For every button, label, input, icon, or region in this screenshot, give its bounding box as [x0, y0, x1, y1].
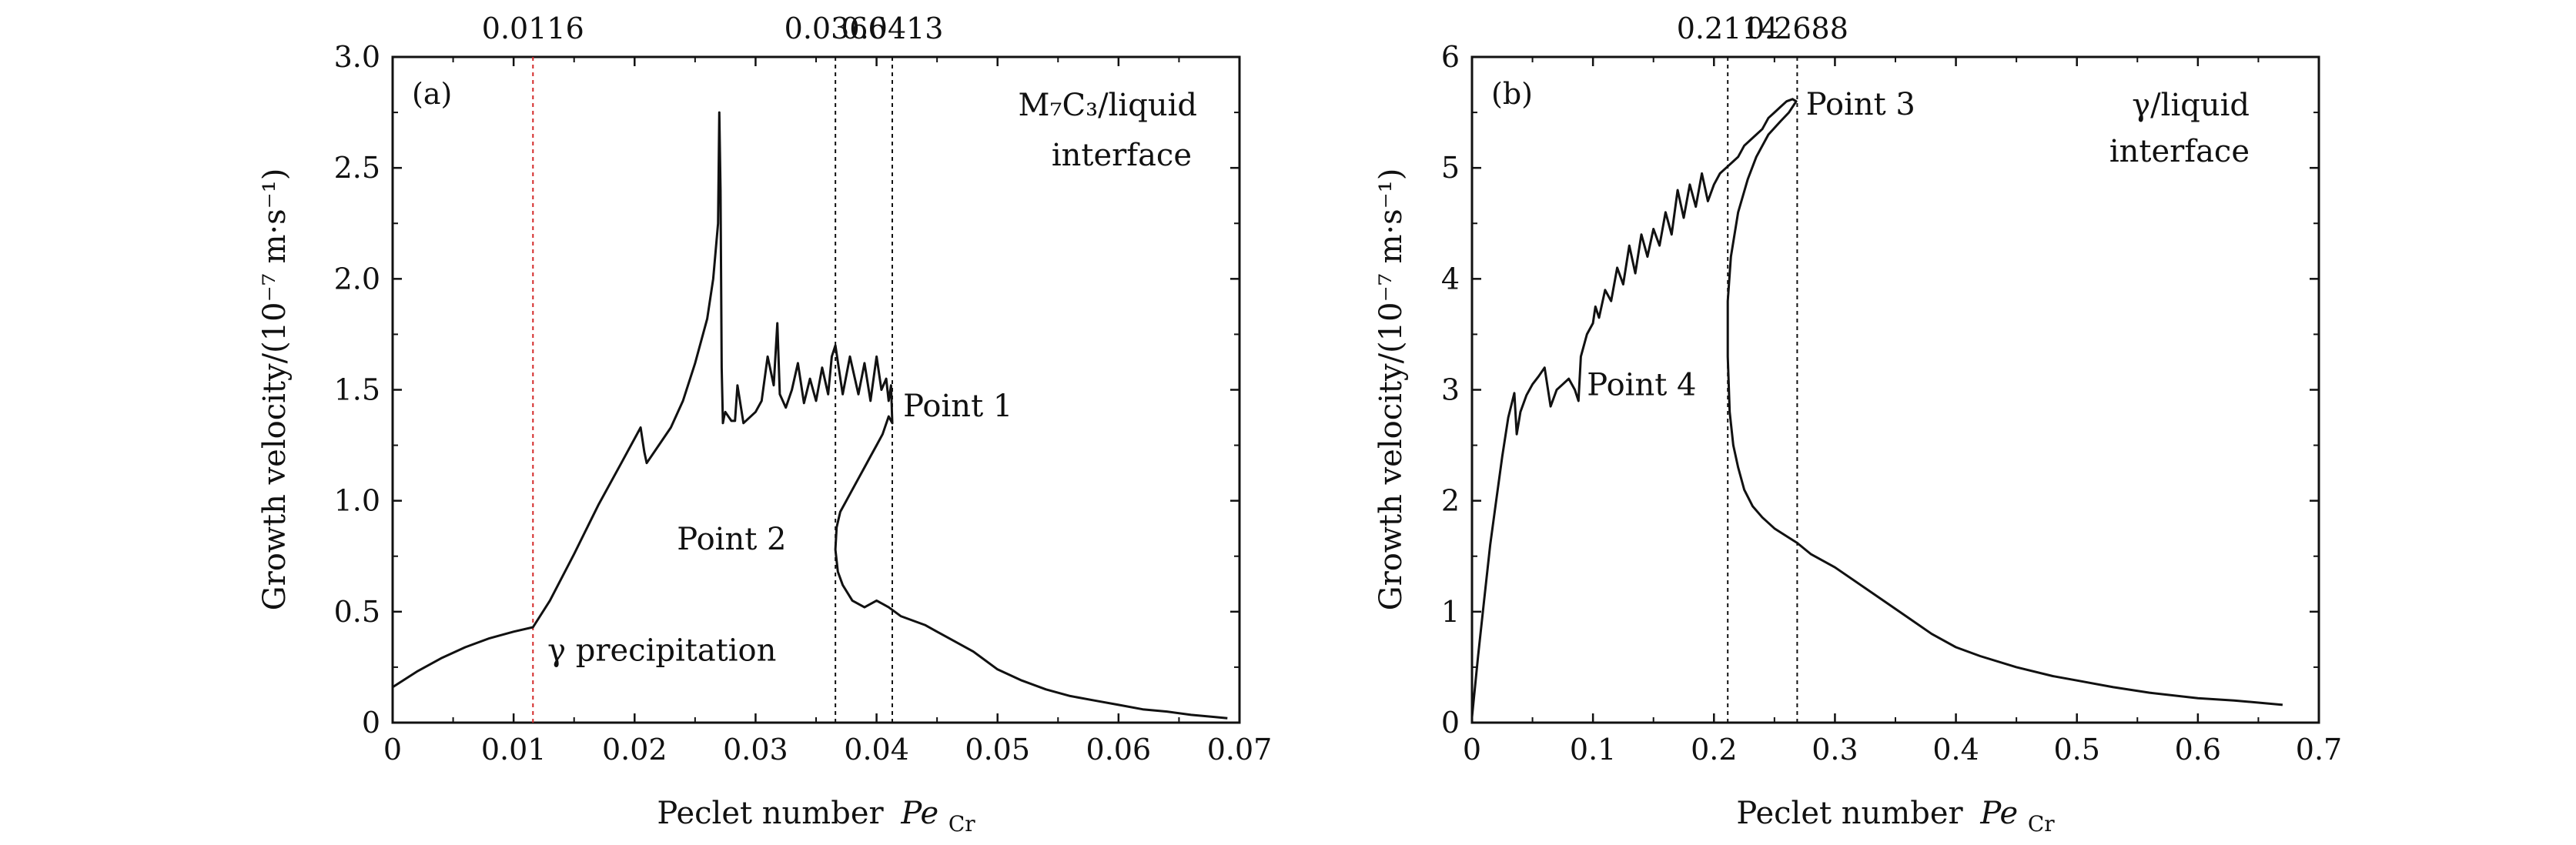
y-tick-label: 1.0	[334, 484, 380, 518]
curve-layer	[392, 111, 1228, 720]
annotation-layer: Point 1 Point 2 γ precipitation	[547, 389, 1012, 668]
x-axis-label-text: Peclet number	[657, 796, 884, 831]
x-axis-label-sub: Cr	[2028, 811, 2055, 837]
y-tick-label: 3.0	[334, 40, 380, 74]
annotation-0: Point 3	[1806, 87, 1915, 122]
x-axis-label: Peclet number Pe Cr	[657, 796, 975, 837]
x-tick-label: 0.4	[1932, 733, 1979, 767]
panel-label: (b)	[1491, 77, 1533, 111]
y-tick-label: 4	[1441, 262, 1460, 296]
y-tick-label: 2.0	[334, 262, 380, 296]
y-tick-label: 0	[1441, 706, 1460, 740]
annotation-layer: Point 3 Point 4	[1587, 87, 1915, 403]
series-line-0	[392, 111, 1228, 720]
y-tick-label: 2	[1441, 484, 1460, 518]
tick-layer: 0 0.1 0.2 0.3 0.4 0.5 0.6 0.7 0 1 2 3 4 5 6	[1441, 40, 2342, 767]
vline-label-2: 0.0413	[841, 12, 944, 45]
y-tick-label: 2.5	[334, 151, 380, 185]
x-tick-label: 0.2	[1691, 733, 1737, 767]
x-axis-label: Peclet number Pe Cr	[1736, 796, 2055, 837]
vline-label-0: 0.2114	[1677, 12, 1779, 45]
x-axis-label-var: Pe	[1979, 796, 2018, 831]
panel-label: (a)	[412, 77, 452, 111]
interface-label-line2: interface	[2109, 134, 2250, 169]
x-tick-label: 0.01	[481, 733, 547, 767]
curve-layer	[1470, 98, 2283, 717]
x-axis-label-text: Peclet number	[1736, 796, 1963, 831]
y-tick-label: 1	[1441, 595, 1460, 629]
x-tick-label: 0.1	[1570, 733, 1616, 767]
x-tick-label: 0.03	[723, 733, 788, 767]
x-tick-label: 0	[383, 733, 402, 767]
x-axis-label-sub: Cr	[948, 811, 975, 837]
y-tick-label: 0.5	[334, 595, 380, 629]
annotation-1: Point 4	[1587, 368, 1696, 403]
y-axis-label: Growth velocity/(10⁻⁷ m·s⁻¹)	[257, 169, 293, 611]
y-tick-label: 3	[1441, 373, 1460, 407]
interface-label-line1: M₇C₃/liquid	[1019, 88, 1197, 123]
x-tick-label: 0.05	[965, 733, 1030, 767]
tick-layer: 0 0.01 0.02 0.03 0.04 0.05 0.06 0.07 0 0.5 1.0 1.5 2…	[334, 40, 1273, 767]
x-tick-label: 0.02	[602, 733, 667, 767]
vline-label-1: 0.2688	[1746, 12, 1848, 45]
series-line-0	[1470, 98, 2283, 717]
vline-label-0: 0.0116	[482, 12, 584, 45]
x-tick-label: 0	[1463, 733, 1481, 767]
x-tick-label: 0.7	[2296, 733, 2342, 767]
annotation-2: γ precipitation	[547, 633, 776, 668]
y-tick-label: 0	[362, 706, 380, 740]
x-tick-label: 0.5	[2053, 733, 2099, 767]
vline-label-1: 0.0366	[785, 12, 887, 45]
annotation-1: Point 2	[677, 522, 786, 557]
x-tick-label: 0.6	[2175, 733, 2221, 767]
y-tick-label: 5	[1441, 151, 1460, 185]
x-tick-label: 0.3	[1812, 733, 1858, 767]
y-axis-label: Growth velocity/(10⁻⁷ m·s⁻¹)	[1373, 169, 1409, 611]
x-tick-label: 0.04	[844, 733, 909, 767]
y-tick-label: 6	[1441, 40, 1460, 74]
x-axis-label-var: Pe	[900, 796, 938, 831]
x-tick-label: 0.06	[1086, 733, 1152, 767]
x-tick-label: 0.07	[1207, 733, 1273, 767]
interface-label-line2: interface	[1052, 138, 1192, 173]
interface-label-line1: γ/liquid	[2132, 88, 2250, 123]
annotation-0: Point 1	[903, 389, 1012, 424]
y-tick-label: 1.5	[334, 373, 380, 407]
